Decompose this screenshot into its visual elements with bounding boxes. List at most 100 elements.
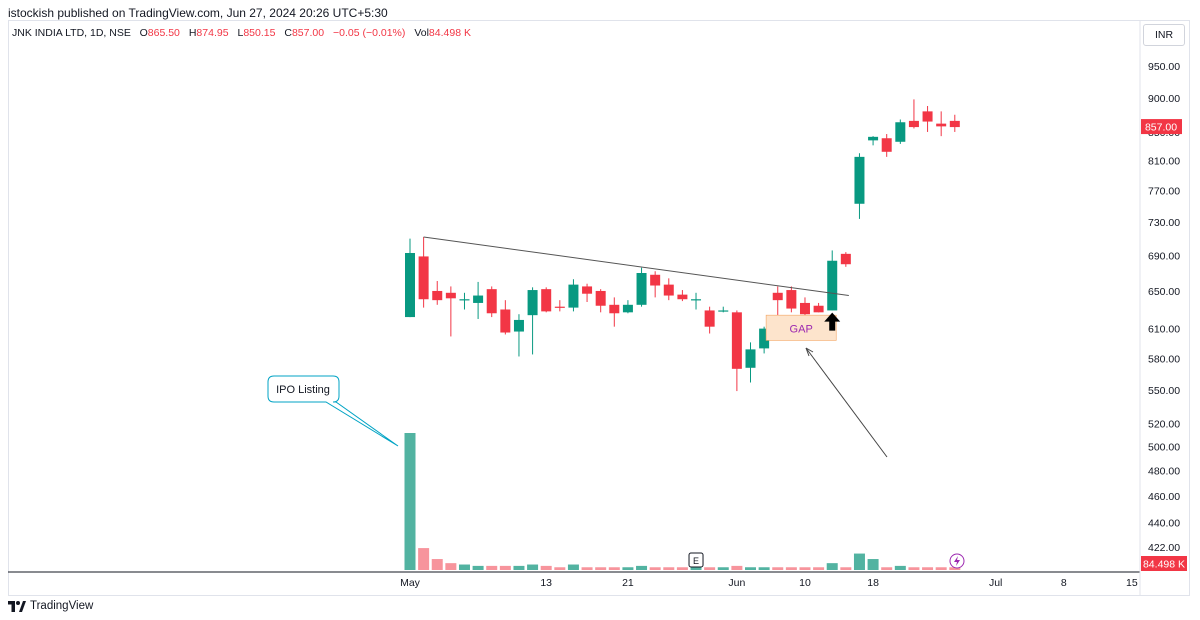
volume-bar — [908, 567, 920, 570]
candle — [854, 153, 865, 219]
last-price-badge — [1141, 119, 1182, 135]
volume-bar — [431, 559, 443, 570]
y-tick-label: 480.00 — [1148, 466, 1180, 478]
candle — [513, 314, 524, 357]
volume-bar — [772, 567, 784, 570]
earnings-marker-box — [688, 552, 704, 568]
candle-body — [650, 274, 661, 286]
candle — [881, 134, 892, 157]
volume-bar — [445, 563, 457, 570]
close-value: 857.00 — [291, 27, 325, 39]
candle-body — [459, 299, 470, 301]
gap-pointer-arrowhead — [805, 347, 814, 357]
y-tick-label: 440.00 — [1148, 517, 1180, 529]
volume-bar — [622, 567, 634, 570]
y-tick-label: 950.00 — [1148, 61, 1180, 73]
volume-bar — [935, 567, 947, 570]
candle-body — [513, 319, 524, 332]
volume-bar — [922, 567, 934, 570]
volume-bar — [853, 553, 865, 570]
x-tick-label: 15 — [1126, 577, 1138, 589]
y-tick-label: 580.00 — [1148, 354, 1180, 366]
candle — [759, 326, 770, 354]
candle — [936, 111, 947, 137]
low-value: 850.15 — [243, 27, 276, 39]
x-tick-label: 13 — [540, 577, 552, 589]
candle — [445, 286, 456, 337]
candle-body — [827, 260, 838, 311]
candle-body — [718, 310, 729, 312]
symbol-label: JNK INDIA LTD, 1D, NSE — [12, 27, 131, 39]
candle-body — [799, 302, 810, 315]
y-tick-label: 650.00 — [1148, 286, 1180, 298]
y-tick-label: 550.00 — [1148, 385, 1180, 397]
candle-body — [691, 299, 702, 301]
volume-bar — [649, 567, 661, 570]
volume-bar — [540, 565, 552, 570]
candle — [527, 287, 538, 355]
candle — [908, 99, 919, 129]
x-tick-label: 21 — [622, 577, 634, 589]
candle-body — [704, 310, 715, 327]
candle-body — [922, 111, 933, 122]
gap-zone — [765, 314, 837, 341]
x-tick-label: May — [400, 577, 421, 589]
candle-body — [663, 284, 674, 296]
open-label: O — [139, 27, 148, 39]
low-label: L — [237, 27, 244, 39]
candle — [582, 283, 593, 303]
candle-body — [405, 252, 415, 318]
candle-body — [473, 295, 484, 303]
volume-bar — [567, 564, 579, 570]
volume-bar — [745, 567, 756, 570]
candle-body — [582, 286, 593, 294]
candle-body — [772, 292, 783, 301]
candle-body — [527, 290, 538, 316]
volume-bar — [690, 567, 702, 570]
high-label: H — [188, 27, 197, 39]
x-tick-label: Jul — [989, 577, 1002, 589]
volume-bar — [949, 567, 961, 570]
candle-body — [908, 120, 919, 128]
volume-bar — [840, 567, 852, 570]
y-tick-label: 810.00 — [1148, 156, 1180, 168]
volume-bar — [826, 563, 838, 570]
tradingview-logo[interactable]: TradingView — [8, 600, 93, 612]
volume-bar — [486, 565, 498, 570]
candle — [650, 271, 661, 298]
candle — [432, 281, 443, 305]
candle — [500, 300, 511, 335]
candle — [568, 279, 579, 312]
candle-body — [786, 290, 797, 309]
candle — [691, 292, 702, 310]
candle-body — [622, 304, 633, 313]
trendline — [423, 236, 849, 297]
currency-selector[interactable]: INR — [1143, 24, 1185, 46]
x-tick-label: 8 — [1061, 577, 1067, 589]
volume-bar — [527, 564, 539, 570]
volume-bar — [499, 565, 511, 570]
chart-frame — [8, 20, 1190, 596]
volume-bar — [894, 565, 906, 570]
candle-body — [568, 284, 579, 308]
candle — [486, 286, 497, 318]
open-value: 865.50 — [147, 27, 180, 39]
volume-bar — [636, 565, 648, 570]
candle-body — [745, 349, 756, 368]
candle-body — [759, 328, 770, 349]
tradingview-logo-icon — [8, 600, 26, 612]
candle-body — [854, 156, 865, 204]
volume-bar — [731, 565, 743, 570]
x-tick-label: 18 — [867, 577, 879, 589]
candle-body — [868, 136, 879, 141]
volume-bar — [785, 567, 797, 570]
candle-body — [677, 294, 688, 300]
candle-body — [731, 312, 742, 369]
y-tick-label: 460.00 — [1148, 491, 1180, 503]
candle — [718, 306, 729, 313]
volume-bar — [813, 567, 825, 570]
volume-bar — [404, 433, 416, 570]
volume-bar — [513, 565, 525, 570]
y-tick-label: 500.00 — [1148, 442, 1180, 454]
